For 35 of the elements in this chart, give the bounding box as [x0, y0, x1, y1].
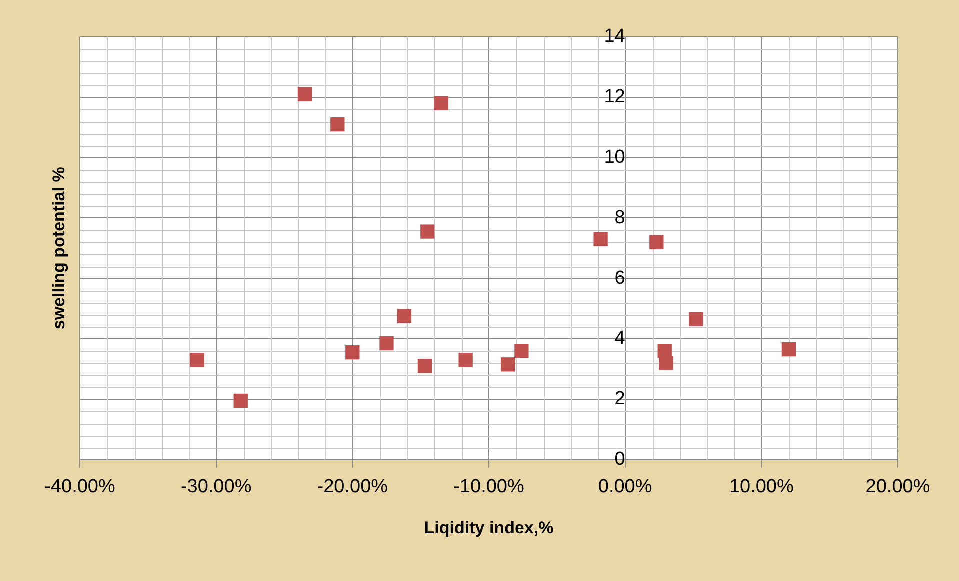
point	[782, 342, 796, 357]
point	[397, 309, 412, 324]
y-tick-label: 12	[604, 86, 626, 108]
point	[689, 312, 704, 326]
y-axis-title: swelling potential %	[50, 167, 69, 330]
y-tick-label: 2	[614, 388, 626, 410]
y-tick-label: 10	[604, 147, 626, 168]
x-tick-label: -30.00%	[180, 476, 252, 498]
x-tick-label: 0.00%	[598, 476, 652, 498]
y-tick-label: 14	[604, 26, 626, 48]
x-tick-label: -20.00%	[317, 476, 388, 498]
point	[514, 344, 529, 358]
point	[298, 87, 312, 102]
y-tick-label: 6	[614, 268, 626, 289]
point	[420, 224, 435, 239]
point	[501, 358, 516, 372]
point	[594, 232, 608, 246]
x-axis-title: Liqidity index,%	[424, 518, 554, 538]
x-tick-label: 10.00%	[729, 476, 794, 498]
point	[434, 96, 448, 111]
x-tick-label: 20.00%	[866, 476, 930, 498]
point	[346, 346, 360, 360]
y-tick-label: 4	[614, 328, 626, 350]
point	[458, 353, 473, 368]
point	[234, 394, 248, 408]
point	[650, 235, 664, 250]
point	[380, 336, 394, 351]
x-tick-label: -40.00%	[44, 476, 116, 498]
y-tick-label: 0	[614, 449, 626, 470]
point	[659, 356, 674, 370]
y-tick-label: 8	[614, 207, 626, 228]
point	[190, 353, 204, 368]
x-tick-label: -10.00%	[454, 476, 524, 498]
point	[418, 359, 432, 374]
point	[330, 118, 345, 132]
